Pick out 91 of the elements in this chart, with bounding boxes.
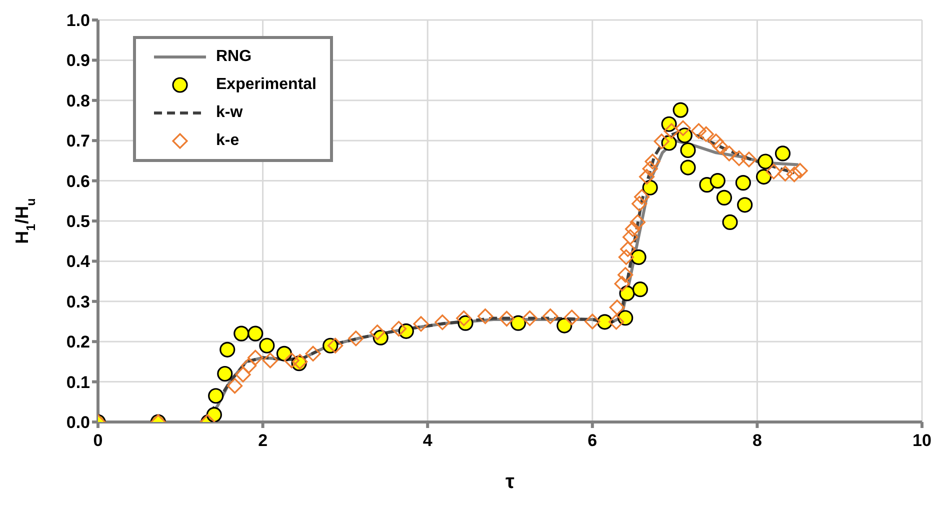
x-tick-label: 0: [93, 431, 103, 450]
point: [721, 146, 737, 162]
point: [690, 123, 706, 139]
point: [756, 168, 772, 185]
point: [262, 352, 278, 368]
point: [208, 388, 224, 404]
x-tick-label: 4: [422, 431, 433, 450]
y-tick-label: 0.0: [66, 413, 90, 432]
point: [722, 214, 738, 230]
point: [712, 138, 728, 154]
x-tick-label: 6: [588, 431, 598, 450]
point: [792, 162, 808, 179]
point: [698, 126, 714, 142]
y-tick-label: 1.0: [66, 11, 90, 30]
point: [716, 190, 732, 206]
x-tick-label: 10: [912, 431, 932, 450]
point: [620, 241, 636, 257]
point: [664, 123, 680, 139]
point: [434, 314, 450, 330]
point: [217, 366, 233, 382]
point: [522, 310, 538, 326]
point: [672, 102, 688, 118]
point: [632, 282, 648, 298]
point: [556, 318, 572, 334]
point: [644, 154, 660, 170]
point: [622, 229, 638, 245]
point: [614, 276, 630, 292]
point: [564, 310, 580, 326]
point: [634, 189, 650, 205]
point: [642, 160, 658, 177]
point: [498, 310, 515, 326]
point: [618, 267, 634, 283]
point: [708, 134, 724, 150]
point: [777, 166, 794, 182]
point: [370, 324, 386, 340]
y-tick-label: 0.5: [66, 212, 90, 232]
point: [638, 168, 655, 185]
point: [477, 308, 494, 324]
point: [259, 338, 275, 354]
point: [348, 330, 364, 346]
x-tick-label: 8: [752, 431, 762, 450]
point: [741, 152, 757, 168]
legend-label: RNG: [216, 48, 252, 66]
point: [456, 310, 472, 326]
point: [248, 350, 264, 366]
y-tick-label: 0.7: [66, 132, 90, 151]
point: [609, 300, 625, 316]
point: [390, 320, 407, 337]
x-tick-label: 2: [258, 431, 268, 450]
point: [220, 342, 236, 358]
y-tick-label: 0.9: [66, 51, 90, 70]
point: [766, 164, 782, 180]
legend-label: k-w: [216, 104, 243, 122]
point: [654, 134, 670, 150]
point: [731, 150, 747, 166]
point: [240, 358, 257, 374]
point: [413, 316, 429, 332]
point: [710, 173, 726, 189]
point: [235, 366, 251, 382]
point: [680, 160, 696, 176]
legend-label: k-e: [216, 132, 240, 150]
point: [624, 221, 641, 237]
y-tick-label: 0.6: [66, 172, 90, 191]
point: [630, 249, 646, 265]
point: [774, 146, 791, 162]
point: [510, 315, 526, 331]
point: [618, 249, 634, 265]
point: [305, 346, 321, 362]
y-tick-label: 0.3: [66, 292, 90, 312]
point: [632, 196, 648, 212]
point: [675, 120, 691, 136]
legend-label: Experimental: [216, 76, 316, 94]
point: [608, 314, 624, 330]
point: [226, 378, 243, 394]
point: [786, 166, 802, 182]
point: [584, 314, 600, 330]
point: [758, 154, 774, 170]
y-tick-label: 0.8: [66, 91, 90, 110]
point: [680, 142, 696, 158]
point: [630, 214, 646, 230]
point: [234, 326, 250, 342]
point: [248, 326, 264, 342]
point: [328, 338, 344, 354]
y-tick-label: 0.2: [66, 332, 90, 352]
point: [735, 175, 751, 191]
y-tick-label: 0.4: [66, 252, 91, 272]
x-axis-title: τ: [506, 471, 515, 493]
point: [284, 352, 300, 368]
point: [542, 308, 558, 324]
point: [737, 197, 753, 213]
y-tick-label: 0.1: [66, 372, 90, 392]
